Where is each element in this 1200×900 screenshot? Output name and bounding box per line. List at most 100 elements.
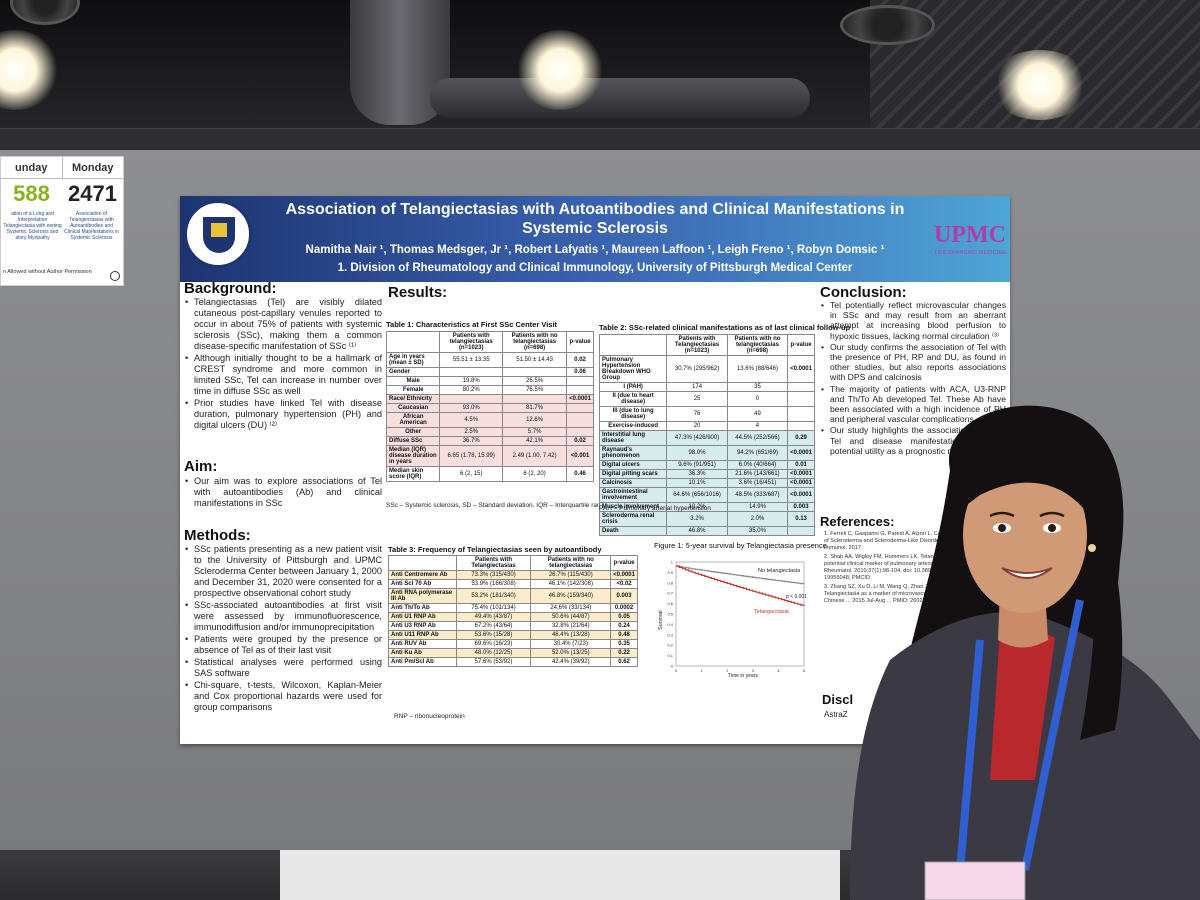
table-cell: 46.8% (159/340) [530,588,612,604]
table-header: Patients with no telangiectasias (n=698) [726,334,789,356]
table-cell: 6.65 (1.78, 15.99) [439,445,504,467]
table-cell: 26.7% (115/430) [530,570,612,580]
table-cell: 0.02 [566,352,594,368]
table-cell [787,406,815,422]
survival-plot: 1 0.9 0.8 0.7 0.6 0.5 0.4 0.3 0.2 0.1 00 1 2 3 4 5 No t… [658,560,807,680]
y-axis-label: Survival [658,610,664,630]
table-row: Anti U1 RNP Ab 49.4% (43/87) 50.6% (44/87)… [388,612,638,622]
x-tick-label: 0 [675,668,678,673]
y-tick-label: 0.9 [667,570,673,575]
upmc-logo: UPMC [934,222,1006,248]
table-cell: 10.1% [666,478,728,488]
table-row: Median (IQR) disease duration in years 6.… [385,445,594,467]
table-cell: 94.2% (651/69) [726,445,789,461]
poster-affiliation: 1. Division of Rheumatology and Clinical… [337,262,853,274]
table-row: Male 19.8% 26.5% [385,376,594,386]
table-row: Caucasian 93.0% 81.7% [385,403,594,413]
y-tick-label: 0 [671,664,674,669]
table-header: Patients with no telangiectasias (n=698) [502,331,568,353]
pvalue-label: p < 0.001 [786,594,807,600]
table-header: Patients with no telangiectasias [530,555,612,571]
table-row: Median skin score (IQR) 6 (2, 15) 6 (2, 20… [385,466,594,482]
table-cell: 46.8% [666,526,728,536]
table-row: Anti U3 RNP Ab 67.2% (43/64) 32.8% (21/64)… [388,621,638,631]
methods-item: Patients were grouped by the presence or… [184,634,382,656]
table-cell: 20 [666,421,728,431]
table-cell: Digital ulcers [598,460,668,470]
table-row: Race/ Ethnicity <0.0001 [385,394,594,404]
table-header: Patients with telangiectasias (n=1023) [439,331,504,353]
table-row: Anti Centromere Ab 73.3% (315/430) 26.7% (… [388,570,638,580]
conclusion-item: The majority of patients with ACA, U3-RN… [820,384,1006,425]
table-cell: Anti U3 RNP Ab [388,621,457,631]
table-cell: 42.1% [502,436,568,446]
table-cloth [280,850,840,900]
reference-item: 3. Zhang SZ, Xu D, Li M, Wang Q, Zhao JL… [824,584,1005,604]
table-cell: 80.2% [439,385,504,395]
ceiling-light [990,50,1090,120]
table-cell: 25 [666,391,728,407]
poster-title-left: ation of a Long and Interpretation Telan… [3,211,62,241]
table-cell: Other [385,427,441,437]
reference-item: 2. Shah AA, Wigley FM, Hummers LK. Telan… [824,554,1002,581]
table-cell: Anti U11 RNP Ab [388,630,457,640]
table-cell: 76 [666,406,728,422]
table-cell: 47.3% (426/900) [666,430,728,446]
table-cell: 36.7% [439,436,504,446]
no-camera-icon [110,271,120,281]
y-tick-label: 0.6 [667,601,673,606]
background-list: Telangiectasias (Tel) are visibly dilate… [184,297,382,432]
table-cell: 35 [726,382,789,392]
table-cell: <0.0001 [787,355,815,383]
table-cell: 0.24 [610,621,638,631]
table-row: Anti Th/To Ab 75.4% (101/134) 24.6% (33/13… [388,603,638,613]
table-cell: 46.1% (142/308) [530,579,612,589]
poster-title-right: Association of Telangiectasias with Auto… [63,211,120,241]
conclusion-heading: Conclusion: [820,284,907,301]
table-row: Gastrointestinal involvement 64.6% (656/1… [598,487,815,503]
background-heading: Background: [184,280,277,297]
y-tick-label: 0.2 [667,643,673,648]
table-cell: 0.48 [610,630,638,640]
table-cell: 30.7% (295/962) [666,355,728,383]
table-cell: 14.9% [726,502,789,512]
table-cell: 24.6% (33/134) [530,603,612,613]
table-row: I (PAH) 174 35 [598,382,815,392]
table-cell: 13.6% (88/646) [726,355,789,383]
table-header: p-value [787,334,815,356]
table-cell: 0.01 [787,460,815,470]
references-heading: References: [820,514,895,529]
table-header: Patients with Telangiectasias (n=1023) [666,334,728,356]
upmc-tagline: LIFE CHANGING MEDICINE [934,250,1006,256]
table-cell: Anti Centromere Ab [388,570,457,580]
methods-item: Chi-square, t-tests, Wilcoxon, Kaplan-Me… [184,680,382,713]
survival-axes: 1 0.9 0.8 0.7 0.6 0.5 0.4 0.3 0.2 0.1 00 1 2 3 4 5 [667,560,805,674]
table-header [388,555,457,571]
table-cell: Female [385,385,441,395]
background-item: Prior studies have linked Tel with disea… [184,398,382,431]
table1: Patients with telangiectasias (n=1023) Pa… [385,331,594,482]
table-cell [566,427,594,437]
table-cell: 3.6% (16/451) [726,478,789,488]
table-cell: 0.29 [787,430,815,446]
table2: Patients with Telangiectasias (n=1023) Pa… [598,334,815,536]
table-cell [566,385,594,395]
curve-telangiectasia [676,565,805,606]
table-cell [787,391,815,407]
table-cell [439,394,504,404]
table-header [385,331,441,353]
table-cell: Digital pitting scars [598,469,668,479]
table-row: Anti RUV Ab 69.6% (16/23) 30.4% (7/23) 0.35 [388,639,638,649]
table-cell: <0.02 [610,579,638,589]
poster-number-right: 2471 [68,181,117,206]
table-cell: 0.003 [787,502,815,512]
table-cell: 46.4% (13/28) [530,630,612,640]
table-cell: 0 [726,391,789,407]
table-cell: Caucasian [385,403,441,413]
table-cell: 0.62 [610,657,638,667]
table-cell: 0.35 [610,639,638,649]
table-cell: Pulmonary Hypertension Breakdown WHO Gro… [598,355,668,383]
table-row: Female 80.2% 76.5% [385,385,594,395]
y-tick-label: 0.7 [667,591,673,596]
session-sign-card: unday Monday 588 2471 ation of a Long an… [0,156,124,286]
